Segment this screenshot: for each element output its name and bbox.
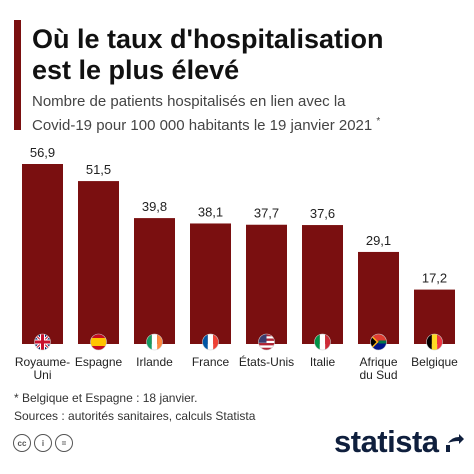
- bar-2: [134, 218, 175, 344]
- category-label-2: Irlande: [136, 355, 173, 369]
- chart-title: Où le taux d'hospitalisation est le plus…: [32, 24, 462, 86]
- bar-0: [22, 164, 63, 344]
- category-label-line: Afrique: [359, 355, 397, 369]
- category-label-1: Espagne: [75, 355, 123, 369]
- subtitle-line-2: Covid-19 pour 100 000 habitants le 19 ja…: [32, 117, 373, 134]
- value-label-7: 17,2: [422, 271, 447, 286]
- title-line-1: Où le taux d'hospitalisation: [32, 24, 384, 54]
- spain-flag-icon: [90, 333, 107, 351]
- statista-mark-icon: [445, 434, 464, 452]
- value-label-0: 56,9: [30, 145, 55, 160]
- category-label-4: États-Unis: [239, 354, 294, 369]
- category-label-line: Italie: [310, 355, 336, 369]
- usa-flag-icon: [258, 333, 275, 351]
- bar-1: [78, 181, 119, 344]
- value-label-5: 37,6: [310, 206, 335, 221]
- subtitle-footnote-mark: *: [376, 116, 381, 127]
- uk-flag-icon: [34, 333, 51, 351]
- italy-flag-icon: [314, 333, 331, 351]
- no-derivatives-icon[interactable]: =: [55, 434, 73, 452]
- statista-logo[interactable]: statista: [334, 424, 465, 460]
- category-label-line: Espagne: [75, 355, 123, 369]
- brand-name: statista: [334, 424, 439, 459]
- license-icons: cc i =: [13, 434, 73, 452]
- category-label-line: France: [192, 355, 230, 369]
- chart-notes: * Belgique et Espagne : 18 janvier. Sour…: [14, 389, 255, 425]
- category-label-line: Royaume-: [15, 355, 70, 369]
- title-line-2: est le plus élevé: [32, 55, 240, 85]
- sources-note: Sources : autorités sanitaires, calculs …: [14, 409, 256, 423]
- bar-3: [190, 223, 231, 344]
- ireland-flag-icon: [146, 333, 163, 351]
- chart-subtitle: Nombre de patients hospitalisés en lien …: [32, 92, 462, 136]
- category-label-0: Royaume-Uni: [15, 355, 70, 382]
- category-label-line: Belgique: [411, 355, 458, 369]
- subtitle-line-1: Nombre de patients hospitalisés en lien …: [32, 93, 346, 110]
- category-label-7: Belgique: [411, 355, 458, 369]
- value-label-4: 37,7: [254, 206, 279, 221]
- value-label-6: 29,1: [366, 233, 391, 248]
- title-accent-bar: [14, 20, 21, 130]
- category-label-line: du Sud: [359, 368, 397, 382]
- value-label-1: 51,5: [86, 162, 111, 177]
- belgium-flag-icon: [426, 333, 443, 351]
- bar-5: [302, 225, 343, 344]
- category-label-line: États-Unis: [239, 354, 294, 369]
- south-africa-flag-icon: [370, 333, 387, 351]
- category-label-6: Afrique du Sud: [359, 355, 397, 382]
- value-label-3: 38,1: [198, 204, 223, 219]
- france-flag-icon: [202, 333, 219, 351]
- cc-icon[interactable]: cc: [13, 434, 31, 452]
- bar-4: [246, 224, 287, 344]
- category-label-line: Uni: [33, 368, 51, 382]
- bar-6: [358, 251, 399, 344]
- category-label-3: France: [192, 355, 230, 369]
- footnote: * Belgique et Espagne : 18 janvier.: [14, 391, 198, 405]
- category-label-5: Italie: [310, 355, 336, 369]
- attribution-icon[interactable]: i: [34, 434, 52, 452]
- category-label-line: Irlande: [136, 355, 173, 369]
- value-label-2: 39,8: [142, 199, 167, 214]
